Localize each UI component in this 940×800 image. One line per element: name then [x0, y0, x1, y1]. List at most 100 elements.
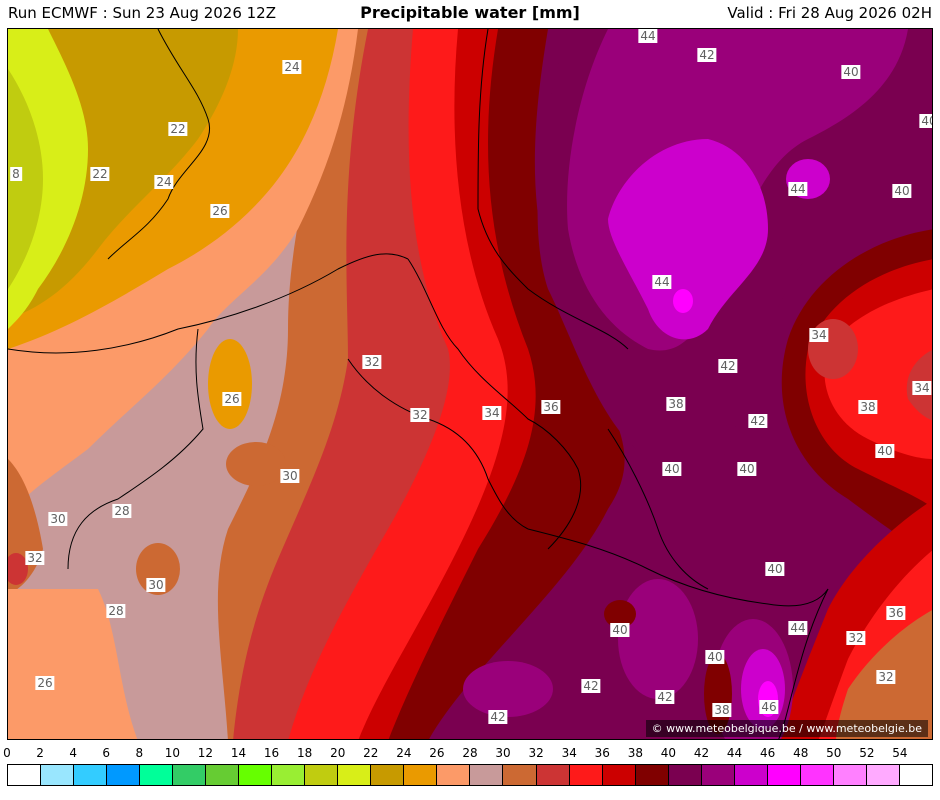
contour-label: 38	[858, 400, 878, 414]
contour-label: 28	[106, 604, 126, 618]
colorbar-swatch	[635, 765, 669, 785]
colorbar-swatch	[800, 765, 834, 785]
colorbar-swatch	[173, 765, 207, 785]
contour-label: 32	[25, 551, 45, 565]
colorbar-tick-label: 32	[528, 746, 544, 760]
contour-label: 34	[809, 328, 829, 342]
colorbar-tick-label: 12	[197, 746, 214, 760]
contour-label: 42	[697, 48, 717, 62]
colorbar-tick-label: 52	[859, 746, 875, 760]
contour-label: 40	[737, 462, 757, 476]
contour-label: 40	[765, 562, 785, 576]
contour-label: 44	[652, 275, 672, 289]
contour-label: 40	[919, 114, 932, 128]
contour-label: 44	[788, 182, 808, 196]
colorbar-swatch	[338, 765, 372, 785]
colorbar-swatch	[107, 765, 141, 785]
blob-42-sw	[463, 661, 553, 717]
colorbar-tick-label: 4	[69, 746, 77, 760]
colorbar-swatch	[74, 765, 108, 785]
contour-label: 42	[748, 414, 768, 428]
colorbar-tick-label: 30	[495, 746, 511, 760]
colorbar-swatch	[272, 765, 306, 785]
colorbar-tick-label: 40	[660, 746, 677, 760]
contour-label: 34	[482, 406, 502, 420]
contour-label: 30	[146, 578, 166, 592]
colorbar-tick-label: 14	[230, 746, 247, 760]
colorbar-tick-label: 6	[102, 746, 111, 760]
colorbar-tick-label: 22	[363, 746, 379, 760]
contour-label: 28	[112, 504, 132, 518]
map-title: Precipitable water [mm]	[360, 3, 580, 22]
colorbar-swatch	[470, 765, 504, 785]
colorbar-tick-label: 38	[627, 746, 643, 760]
contour-label: 36	[541, 400, 561, 414]
contour-label: 34	[912, 381, 932, 395]
contour-label: 22	[90, 167, 110, 181]
field-44-46	[608, 139, 768, 340]
blob-42-mid	[618, 579, 698, 699]
colorbar-swatch	[404, 765, 438, 785]
contour-label: 32	[846, 631, 866, 645]
colorbar-tick-label: 44	[726, 746, 743, 760]
run-info: Run ECMWF : Sun 23 Aug 2026 12Z	[8, 4, 276, 22]
blob-32-edge	[8, 553, 28, 585]
colorbar-tick-label: 34	[561, 746, 577, 760]
colorbar-tick-label: 18	[297, 746, 313, 760]
colorbar-bar	[7, 764, 933, 786]
contour-label: 32	[362, 355, 382, 369]
colorbar-tick-label: 16	[263, 746, 280, 760]
credit: © www.meteobelgique.be / www.meteobelgie…	[645, 720, 928, 737]
contour-label: 38	[666, 397, 686, 411]
colorbar-tick-label: 48	[793, 746, 809, 760]
colorbar-tick-label: 2	[36, 746, 44, 760]
colorbar-tick-label: 50	[826, 746, 842, 760]
colorbar-swatch	[668, 765, 702, 785]
colorbar-tick-label: 0	[3, 746, 11, 760]
colorbar-swatch	[536, 765, 570, 785]
colorbar-tick-label: 26	[429, 746, 445, 760]
colorbar-tick-label: 36	[594, 746, 610, 760]
contour-label: 26	[222, 392, 242, 406]
colorbar-tick-label: 20	[330, 746, 346, 760]
blob-40-mid	[604, 600, 636, 628]
contour-label: 40	[705, 650, 725, 664]
blob-46	[673, 289, 693, 313]
colorbar: 0 2 4 6 8 10 12 14 16 18 20 22 24 26 28 30 32 34 36 38 40 42 4…	[0, 746, 940, 796]
colorbar-swatch	[41, 765, 75, 785]
contour-label: 40	[892, 184, 912, 198]
contour-label: 30	[280, 469, 300, 483]
contour-label: 42	[581, 679, 601, 693]
colorbar-swatch	[734, 765, 768, 785]
colorbar-swatch	[701, 765, 735, 785]
contour-label: 26	[210, 204, 230, 218]
contour-label: 42	[718, 359, 738, 373]
colorbar-tick-label: 42	[693, 746, 710, 760]
colorbar-tick-label: 54	[892, 746, 908, 760]
contour-label: 44	[638, 29, 658, 43]
contour-label: 40	[875, 444, 895, 458]
valid-time: Valid : Fri 28 Aug 2026 02H	[727, 4, 932, 22]
colorbar-swatch	[569, 765, 603, 785]
contour-label: 32	[410, 408, 430, 422]
contour-label: 40	[662, 462, 682, 476]
colorbar-swatch	[371, 765, 405, 785]
contour-label: 42	[488, 710, 508, 724]
contour-label: 30	[48, 512, 68, 526]
colorbar-swatch	[866, 765, 900, 785]
blob-30-mid	[226, 442, 286, 486]
contour-label: 40	[841, 65, 861, 79]
colorbar-swatch	[239, 765, 273, 785]
colorbar-swatch	[8, 765, 42, 785]
contour-label: 36	[886, 606, 906, 620]
contour-label: 42	[655, 690, 675, 704]
blob-26-west	[208, 339, 252, 429]
field-20-22	[8, 29, 88, 329]
contour-label: 44	[788, 621, 808, 635]
colorbar-swatch	[767, 765, 801, 785]
contour-label: 26	[35, 676, 55, 690]
borders	[8, 29, 829, 739]
contour-label: 46	[759, 700, 779, 714]
colorbar-tick-label: 8	[135, 746, 144, 760]
colorbar-tick-label: 10	[164, 746, 180, 760]
